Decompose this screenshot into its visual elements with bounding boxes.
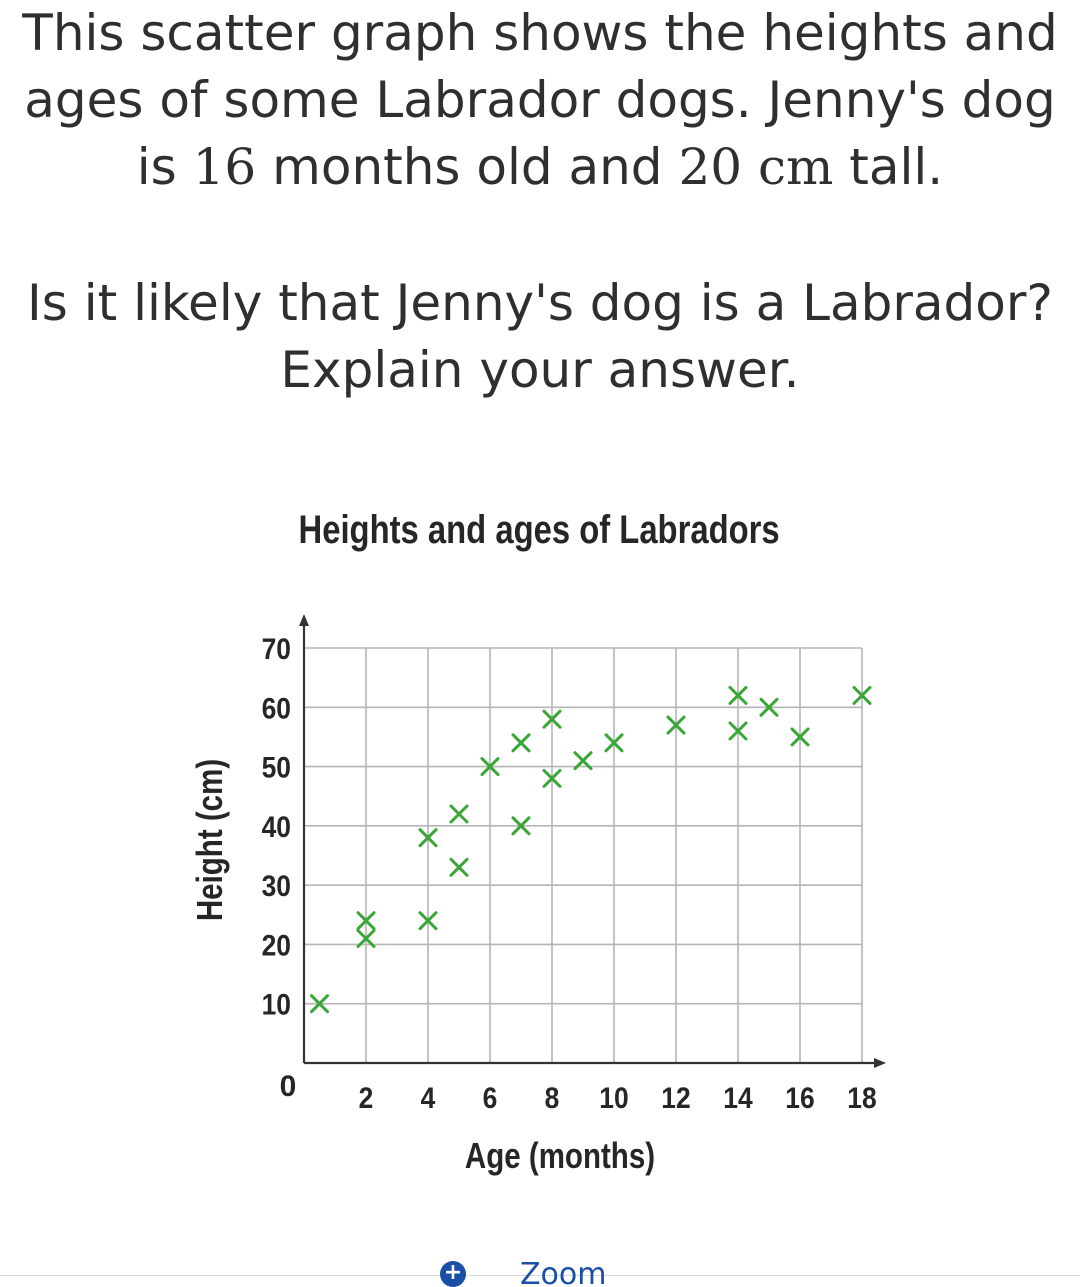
question-line-1: This scatter graph shows the heights and [22, 4, 1058, 62]
footer-bar: + Zoom [0, 1255, 1080, 1287]
data-point [356, 911, 376, 931]
question-line-3: is 16 months old and 20 cm tall. [136, 138, 944, 196]
footer-divider [0, 1275, 1080, 1276]
x-tick-label: 4 [421, 1080, 436, 1114]
data-point [449, 804, 469, 824]
tick-labels: 2 4 6 8 10 12 14 16 18 10 20 30 40 50 60 70 0 [262, 631, 877, 1114]
chart-title: Heights and ages of Labradors [298, 508, 780, 552]
x-tick-label: 12 [661, 1080, 690, 1114]
x-tick-label: 2 [359, 1080, 374, 1114]
y-tick-label: 50 [262, 750, 291, 784]
x-tick-label: 6 [483, 1080, 498, 1114]
data-point [790, 727, 810, 747]
x-tick-label: 8 [545, 1080, 560, 1114]
y-axis-arrowhead [299, 614, 309, 626]
zoom-label: Zoom [520, 1257, 607, 1287]
data-point [356, 929, 376, 948]
y-tick-label: 40 [262, 809, 291, 843]
data-point [418, 828, 438, 848]
question-intro: This scatter graph shows the heights and… [0, 0, 1080, 201]
plus-circle-icon: + [440, 1261, 466, 1287]
data-point [511, 733, 531, 753]
data-point [418, 911, 438, 931]
data-point [542, 768, 562, 788]
x-tick-label: 10 [599, 1080, 628, 1114]
axes [299, 614, 886, 1068]
data-point [310, 994, 329, 1014]
x-tick-label: 14 [723, 1080, 753, 1114]
y-axis-label: Height (cm) [189, 759, 229, 921]
data-point [511, 816, 531, 836]
y-tick-label: 10 [262, 987, 291, 1021]
y-tick-label: 60 [262, 691, 291, 725]
origin-label: 0 [280, 1070, 297, 1103]
data-point [604, 733, 624, 753]
x-tick-label: 18 [847, 1080, 876, 1114]
data-point [728, 721, 748, 741]
y-tick-label: 70 [262, 631, 291, 665]
age-value: 16 [192, 138, 257, 196]
prompt-line-1: Is it likely that Jenny's dog is a Labra… [27, 274, 1053, 332]
zoom-button[interactable]: + Zoom [436, 1255, 656, 1287]
data-point [852, 685, 872, 705]
question-prompt: Is it likely that Jenny's dog is a Labra… [0, 270, 1080, 404]
x-axis-label: Age (months) [465, 1135, 655, 1175]
data-point [542, 709, 562, 729]
data-point [666, 715, 686, 735]
grid-lines [304, 647, 863, 1063]
height-unit: cm [742, 138, 834, 196]
x-axis-arrowhead [874, 1058, 886, 1068]
data-point [573, 751, 593, 771]
y-tick-label: 20 [262, 928, 291, 962]
data-point [728, 685, 748, 705]
question-line-2: ages of some Labrador dogs. Jenny's dog [24, 71, 1056, 129]
data-point [759, 697, 779, 717]
data-point [449, 857, 469, 877]
y-tick-label: 30 [262, 869, 291, 903]
height-value: 20 [678, 138, 743, 196]
prompt-line-2: Explain your answer. [280, 341, 800, 399]
data-point [480, 757, 500, 777]
data-points [310, 685, 872, 1014]
x-tick-label: 16 [785, 1080, 814, 1114]
